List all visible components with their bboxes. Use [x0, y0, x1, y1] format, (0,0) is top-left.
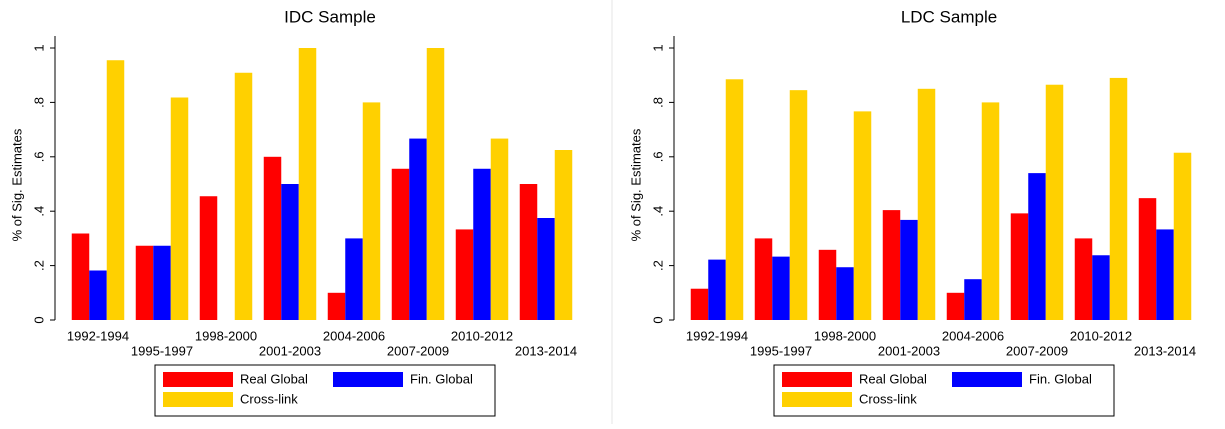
- bar: [1138, 198, 1157, 320]
- x-tick-label: 2004-2006: [323, 328, 385, 343]
- bar: [1074, 238, 1093, 320]
- legend-label: Cross-link: [240, 391, 298, 406]
- x-tick-label: 1992-1994: [686, 328, 748, 343]
- y-tick-label: .8: [650, 97, 665, 108]
- bar: [1045, 84, 1064, 320]
- legend-swatch: [163, 372, 233, 387]
- y-tick-label: .2: [31, 260, 46, 271]
- x-tick-label: 2010-2012: [1070, 328, 1132, 343]
- bar: [473, 168, 491, 320]
- y-tick-label: 1: [31, 44, 46, 51]
- y-tick-label: .4: [650, 206, 665, 217]
- y-tick-label: .6: [31, 151, 46, 162]
- y-tick-label: 0: [31, 316, 46, 323]
- x-tick-label: 2010-2012: [451, 328, 513, 343]
- bar: [853, 111, 872, 320]
- bar: [298, 48, 317, 320]
- bar: [917, 88, 936, 320]
- legend-swatch: [333, 372, 403, 387]
- x-tick-label: 1995-1997: [131, 343, 193, 358]
- x-tick-label: 2013-2014: [515, 343, 577, 358]
- bar: [690, 288, 709, 320]
- x-tick-label: 2001-2003: [878, 343, 940, 358]
- legend-label: Fin. Global: [1029, 371, 1092, 386]
- bar: [426, 48, 445, 320]
- bar: [946, 292, 965, 320]
- bar: [772, 256, 790, 320]
- bar: [170, 97, 189, 320]
- bar: [554, 150, 573, 320]
- legend-label: Cross-link: [859, 391, 917, 406]
- bar: [490, 138, 509, 320]
- bar: [754, 238, 773, 320]
- chart-title: IDC Sample: [284, 7, 376, 26]
- bar: [135, 245, 154, 320]
- y-tick-label: .2: [650, 260, 665, 271]
- bar: [345, 238, 363, 320]
- bar: [519, 184, 538, 320]
- legend-box: [154, 364, 496, 417]
- x-tick-label: 1995-1997: [750, 343, 812, 358]
- bar: [882, 210, 901, 320]
- x-tick-label: 1998-2000: [814, 328, 876, 343]
- bar: [106, 60, 125, 321]
- legend-swatch: [782, 392, 852, 407]
- x-tick-label: 1992-1994: [67, 328, 129, 343]
- bar: [900, 219, 918, 320]
- legend-swatch: [952, 372, 1022, 387]
- bar: [1173, 152, 1192, 320]
- bar: [836, 267, 854, 320]
- bar: [537, 218, 555, 320]
- bar: [708, 259, 726, 320]
- legend-label: Real Global: [240, 371, 308, 386]
- y-tick-label: .4: [31, 206, 46, 217]
- chart-title: LDC Sample: [901, 7, 997, 26]
- x-tick-label: 1998-2000: [195, 328, 257, 343]
- y-tick-label: 0: [650, 316, 665, 323]
- bar: [789, 90, 808, 320]
- bar: [725, 79, 744, 320]
- bar: [1010, 213, 1029, 320]
- bar: [818, 249, 837, 320]
- bar: [71, 233, 90, 320]
- bar: [263, 156, 282, 320]
- bar: [981, 102, 1000, 321]
- legend-swatch: [782, 372, 852, 387]
- y-axis-label: % of Sig. Estimates: [628, 128, 643, 241]
- bar: [409, 138, 427, 320]
- bar: [153, 245, 171, 320]
- y-tick-label: .8: [31, 97, 46, 108]
- x-tick-label: 2001-2003: [259, 343, 321, 358]
- bar: [327, 292, 346, 320]
- bar: [455, 229, 474, 320]
- x-tick-label: 2004-2006: [942, 328, 1004, 343]
- bar: [89, 270, 107, 320]
- bar: [1109, 77, 1128, 320]
- bar: [964, 279, 982, 320]
- x-tick-label: 2007-2009: [1006, 343, 1068, 358]
- x-tick-label: 2007-2009: [387, 343, 449, 358]
- bar: [234, 72, 253, 320]
- bar: [1092, 255, 1110, 320]
- legend-swatch: [163, 392, 233, 407]
- legend-label: Fin. Global: [410, 371, 473, 386]
- bar: [362, 102, 381, 321]
- bar: [1028, 173, 1046, 320]
- bar: [281, 184, 299, 320]
- y-axis-label: % of Sig. Estimates: [9, 128, 24, 241]
- x-tick-label: 2013-2014: [1134, 343, 1196, 358]
- y-tick-label: 1: [650, 44, 665, 51]
- bar: [391, 168, 410, 320]
- bar: [1156, 229, 1174, 320]
- legend-label: Real Global: [859, 371, 927, 386]
- y-tick-label: .6: [650, 151, 665, 162]
- bar: [199, 196, 218, 320]
